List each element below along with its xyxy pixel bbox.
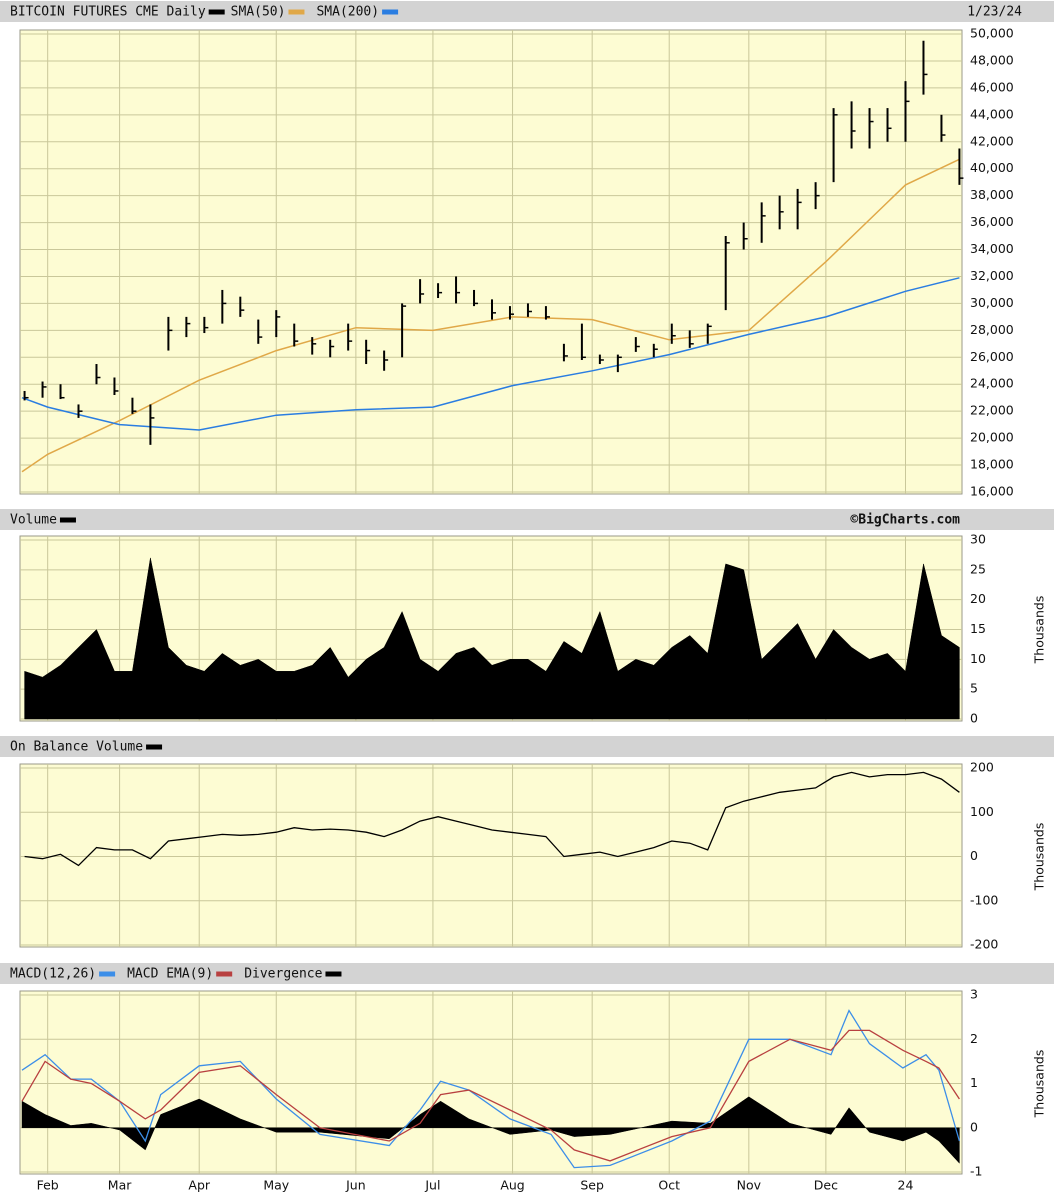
y-tick-label: 3 — [970, 987, 978, 1002]
x-tick-label: Feb — [37, 1178, 59, 1193]
header-bar — [0, 509, 1054, 530]
y-axis-label: Thousands — [1032, 596, 1047, 665]
legend-swatch — [208, 9, 225, 15]
y-tick-label: 40,000 — [970, 160, 1014, 175]
legend-swatch — [146, 744, 163, 750]
y-axis-label: Thousands — [1032, 823, 1047, 892]
y-tick-label: 38,000 — [970, 187, 1014, 202]
y-tick-label: 44,000 — [970, 106, 1014, 121]
header-bar — [0, 736, 1054, 757]
y-tick-label: 30,000 — [970, 295, 1014, 310]
x-tick-label: Oct — [658, 1178, 680, 1193]
plot-area — [19, 990, 963, 1175]
x-tick-label: Nov — [737, 1178, 762, 1193]
y-tick-label: -200 — [970, 937, 998, 952]
legend-swatch — [382, 9, 399, 15]
y-tick-label: 32,000 — [970, 268, 1014, 283]
x-tick-label: Jul — [424, 1178, 440, 1193]
legend-label: MACD(12,26) — [10, 967, 96, 982]
y-tick-label: 100 — [970, 804, 994, 819]
y-tick-label: -100 — [970, 892, 998, 907]
y-tick-label: 15 — [970, 621, 986, 636]
y-tick-label: 20 — [970, 591, 986, 606]
y-tick-label: 1 — [970, 1075, 978, 1090]
y-axis-label: Thousands — [1032, 1050, 1047, 1119]
legend-label: MACD EMA(9) — [127, 967, 213, 982]
y-tick-label: 36,000 — [970, 214, 1014, 229]
legend-swatch — [59, 517, 76, 523]
header-bar — [0, 963, 1054, 984]
x-tick-label: 24 — [898, 1178, 914, 1193]
divergence-area — [21, 1096, 960, 1164]
y-tick-label: 2 — [970, 1031, 978, 1046]
sma-line — [21, 277, 960, 431]
y-tick-label: 200 — [970, 760, 994, 775]
y-tick-label: 24,000 — [970, 376, 1014, 391]
legend-label: SMA(50) — [231, 5, 286, 20]
x-tick-label: Mar — [108, 1178, 132, 1193]
legend-swatch — [99, 971, 116, 977]
y-tick-label: -1 — [970, 1164, 982, 1179]
y-tick-label: 22,000 — [970, 403, 1014, 418]
macd-line — [21, 1029, 960, 1162]
y-tick-label: 18,000 — [970, 457, 1014, 472]
y-tick-label: 25 — [970, 561, 986, 576]
legend-label: Volume — [10, 513, 57, 528]
legend-label: SMA(200) — [316, 5, 379, 20]
x-tick-label: Apr — [188, 1178, 210, 1193]
y-tick-label: 0 — [970, 1119, 978, 1134]
x-tick-label: Jun — [345, 1178, 366, 1193]
obv-line — [24, 771, 960, 867]
legend-swatch — [288, 9, 305, 15]
plot-area — [19, 763, 963, 948]
chart-date: 1/23/24 — [967, 5, 1022, 20]
y-tick-label: 26,000 — [970, 349, 1014, 364]
x-tick-label: Dec — [814, 1178, 838, 1193]
y-tick-label: 48,000 — [970, 52, 1014, 67]
x-tick-label: May — [263, 1178, 289, 1193]
volume-area — [24, 557, 960, 720]
legend-swatch — [216, 971, 233, 977]
macd-line — [21, 1009, 961, 1169]
credit: ©BigCharts.com — [850, 513, 960, 528]
y-tick-label: 30 — [970, 532, 986, 547]
y-tick-label: 0 — [970, 711, 978, 726]
y-tick-label: 0 — [970, 848, 978, 863]
y-tick-label: 5 — [970, 681, 978, 696]
y-tick-label: 34,000 — [970, 241, 1014, 256]
y-tick-label: 50,000 — [970, 26, 1014, 41]
y-tick-label: 20,000 — [970, 430, 1014, 445]
legend-label: Divergence — [244, 967, 322, 982]
legend-label: On Balance Volume — [10, 740, 143, 755]
y-tick-label: 28,000 — [970, 322, 1014, 337]
legend-swatch — [325, 971, 342, 977]
y-tick-label: 16,000 — [970, 484, 1014, 499]
legend-label: BITCOIN FUTURES CME Daily — [10, 5, 206, 20]
x-tick-label: Sep — [580, 1178, 604, 1193]
y-tick-label: 42,000 — [970, 133, 1014, 148]
y-tick-label: 46,000 — [970, 79, 1014, 94]
y-tick-label: 10 — [970, 651, 986, 666]
plot-area — [19, 29, 963, 495]
header-bar — [0, 1, 1054, 22]
x-tick-label: Aug — [500, 1178, 524, 1193]
